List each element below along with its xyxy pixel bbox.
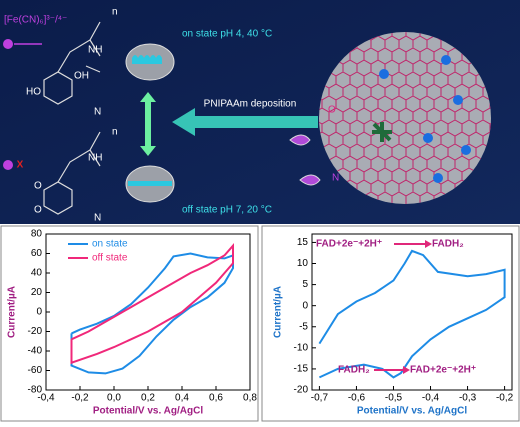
annotation: FADH₂ xyxy=(432,239,464,250)
atom: N xyxy=(94,213,101,224)
cv-curve xyxy=(70,243,234,365)
x-tick-label: 0,6 xyxy=(209,393,223,404)
y-tick-label: 20 xyxy=(31,287,43,298)
legend-label: off state xyxy=(92,253,128,264)
y-tick-label: 15 xyxy=(297,237,309,248)
deposition-arrow xyxy=(172,108,318,136)
y-tick-label: -60 xyxy=(28,365,43,376)
annotation-arrowhead xyxy=(403,366,410,374)
dots xyxy=(379,55,471,183)
redox-probe xyxy=(289,134,321,186)
plot-frame xyxy=(311,233,513,391)
structure xyxy=(43,21,101,215)
atom: N xyxy=(332,173,339,184)
y-tick-label: 60 xyxy=(31,248,43,259)
atom-labels: n NH OH HO N n NH O O N O N xyxy=(26,7,339,224)
x-tick-label: -0,2 xyxy=(496,393,514,404)
annotation: FAD+2e⁻+2H⁺ xyxy=(316,239,382,250)
cv-curve xyxy=(318,249,506,379)
chart-panel xyxy=(261,225,520,422)
x-tick-label: -0,5 xyxy=(385,393,403,404)
x-tick-label: -0,6 xyxy=(348,393,366,404)
atom: n xyxy=(112,127,118,138)
x-tick-label: 0,4 xyxy=(175,393,189,404)
x-tick-label: -0,3 xyxy=(459,393,477,404)
atom: N xyxy=(94,107,101,118)
x-tick-label: 0,0 xyxy=(107,393,121,404)
x-tick-label: -0,7 xyxy=(311,393,329,404)
probe-dot xyxy=(3,39,13,49)
y-tick-label: -5 xyxy=(299,321,308,332)
atom: HO xyxy=(26,87,41,98)
atom: NH xyxy=(88,153,102,164)
x-tick-label: -0,4 xyxy=(422,393,440,404)
annotation: FADH₂ xyxy=(338,365,370,376)
y-tick-label: 10 xyxy=(297,258,309,269)
off-state-label: off state pH 7, 20 °C xyxy=(182,205,272,216)
x-tick-label: -0,2 xyxy=(71,393,89,404)
x-axis-label: Potential/V vs. Ag/AgCl xyxy=(93,406,203,417)
annotation-arrowhead xyxy=(425,240,432,248)
on-state-label: on state pH 4, 40 °C xyxy=(182,29,272,40)
atom: O xyxy=(328,105,336,116)
x-tick-label: 0,8 xyxy=(243,393,257,404)
switch-arrow xyxy=(140,92,156,156)
y-tick-label: 5 xyxy=(302,279,308,290)
x-tick-label: -0,4 xyxy=(37,393,55,404)
atom: NH xyxy=(88,45,102,56)
catalyst xyxy=(372,122,392,142)
on-polymer xyxy=(132,55,162,64)
y-tick-label: 40 xyxy=(31,268,43,279)
y-tick-label: -15 xyxy=(294,364,309,375)
y-tick-label: -10 xyxy=(294,342,309,353)
y-axis-label: Current/µA xyxy=(273,286,284,338)
y-axis-label: Current/µA xyxy=(7,286,18,338)
y-tick-label: 80 xyxy=(31,229,43,240)
y-tick-label: -20 xyxy=(294,385,309,396)
atom: O xyxy=(34,205,42,216)
x-axis-label: Potential/V vs. Ag/AgCl xyxy=(357,406,467,417)
x-tick-label: 0,2 xyxy=(141,393,155,404)
probe-dot xyxy=(3,160,13,170)
annotation: FAD+2e⁻+2H⁺ xyxy=(410,365,476,376)
atom: O xyxy=(34,181,42,192)
atom: n xyxy=(112,7,118,18)
legend-label: on state xyxy=(92,239,128,250)
y-tick-label: -20 xyxy=(28,326,43,337)
y-tick-label: -80 xyxy=(28,385,43,396)
y-tick-label: -40 xyxy=(28,346,43,357)
graphene-lattice xyxy=(319,32,491,204)
y-tick-label: 0 xyxy=(302,300,308,311)
ion-label: [Fe(CN)₆]³⁻/⁴⁻ xyxy=(4,15,67,26)
y-tick-label: 0 xyxy=(36,307,42,318)
deposition-label: PNIPAAm deposition xyxy=(204,99,297,110)
off-polymer xyxy=(128,181,172,186)
blocked-mark: X xyxy=(17,160,24,171)
atom: OH xyxy=(74,71,89,82)
